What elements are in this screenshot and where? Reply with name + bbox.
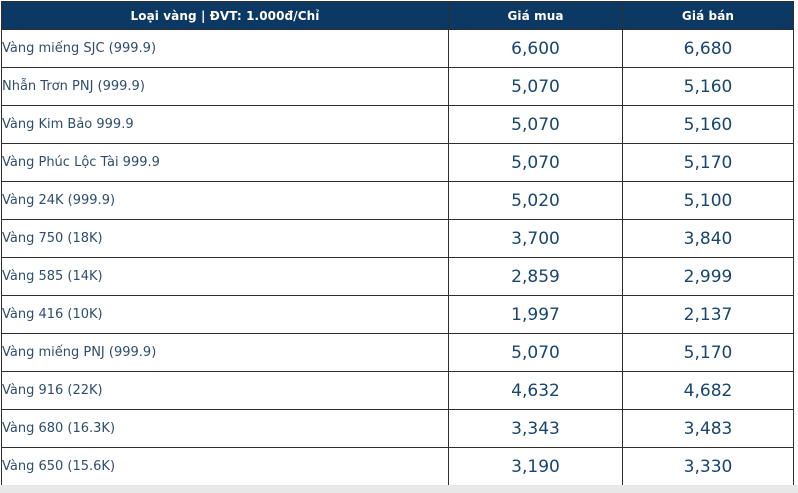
sell-price-value: 5,160 <box>622 105 794 144</box>
gold-type-label: Vàng Phúc Lộc Tài 999.9 <box>1 143 449 182</box>
sell-price-value: 5,160 <box>622 67 794 106</box>
sell-price-value: 3,840 <box>622 219 794 258</box>
table-row: Nhẫn Trơn PNJ (999.9) 5,070 5,160 <box>1 67 794 106</box>
table-row: Vàng 916 (22K) 4,632 4,682 <box>1 371 794 410</box>
table-row: Vàng miếng SJC (999.9) 6,600 6,680 <box>1 29 794 68</box>
gold-type-label: Vàng 24K (999.9) <box>1 181 449 220</box>
sell-price-value: 5,170 <box>622 333 794 372</box>
gold-type-label: Vàng Kim Bảo 999.9 <box>1 105 449 144</box>
column-header-gold-type: Loại vàng | ĐVT: 1.000đ/Chỉ <box>1 1 449 30</box>
sell-price-value: 5,170 <box>622 143 794 182</box>
table-row: Vàng Phúc Lộc Tài 999.9 5,070 5,170 <box>1 143 794 182</box>
table-row: Vàng Kim Bảo 999.9 5,070 5,160 <box>1 105 794 144</box>
gold-type-label: Vàng 585 (14K) <box>1 257 449 296</box>
sell-price-value: 2,137 <box>622 295 794 334</box>
buy-price-value: 3,190 <box>448 447 623 486</box>
gold-type-label: Nhẫn Trơn PNJ (999.9) <box>1 67 449 106</box>
column-header-sell-price: Giá bán <box>622 1 794 30</box>
gold-type-label: Vàng miếng SJC (999.9) <box>1 29 449 68</box>
sell-price-value: 2,999 <box>622 257 794 296</box>
buy-price-value: 4,632 <box>448 371 623 410</box>
sell-price-value: 3,483 <box>622 409 794 448</box>
table-row: Vàng 680 (16.3K) 3,343 3,483 <box>1 409 794 448</box>
table-header: Loại vàng | ĐVT: 1.000đ/Chỉ Giá mua Giá … <box>1 1 794 30</box>
header-row: Loại vàng | ĐVT: 1.000đ/Chỉ Giá mua Giá … <box>1 1 794 30</box>
buy-price-value: 5,070 <box>448 143 623 182</box>
buy-price-value: 5,020 <box>448 181 623 220</box>
table-row: Vàng 24K (999.9) 5,020 5,100 <box>1 181 794 220</box>
sell-price-value: 3,330 <box>622 447 794 486</box>
gold-type-label: Vàng 650 (15.6K) <box>1 447 449 486</box>
sell-price-value: 5,100 <box>622 181 794 220</box>
buy-price-value: 6,600 <box>448 29 623 68</box>
table-row: Vàng 750 (18K) 3,700 3,840 <box>1 219 794 258</box>
gold-type-label: Vàng miếng PNJ (999.9) <box>1 333 449 372</box>
buy-price-value: 2,859 <box>448 257 623 296</box>
buy-price-value: 5,070 <box>448 67 623 106</box>
table-row: Vàng 585 (14K) 2,859 2,999 <box>1 257 794 296</box>
gold-type-label: Vàng 416 (10K) <box>1 295 449 334</box>
buy-price-value: 1,997 <box>448 295 623 334</box>
column-header-buy-price: Giá mua <box>448 1 623 30</box>
table-row: Vàng 650 (15.6K) 3,190 3,330 <box>1 447 794 486</box>
sell-price-value: 4,682 <box>622 371 794 410</box>
buy-price-value: 5,070 <box>448 105 623 144</box>
buy-price-value: 3,343 <box>448 409 623 448</box>
gold-type-label: Vàng 750 (18K) <box>1 219 449 258</box>
table-body: Vàng miếng SJC (999.9) 6,600 6,680 Nhẫn … <box>1 29 794 486</box>
table-row: Vàng 416 (10K) 1,997 2,137 <box>1 295 794 334</box>
gold-type-label: Vàng 916 (22K) <box>1 371 449 410</box>
table-row: Vàng miếng PNJ (999.9) 5,070 5,170 <box>1 333 794 372</box>
buy-price-value: 3,700 <box>448 219 623 258</box>
gold-price-table: Loại vàng | ĐVT: 1.000đ/Chỉ Giá mua Giá … <box>1 1 794 486</box>
sell-price-value: 6,680 <box>622 29 794 68</box>
gold-type-label: Vàng 680 (16.3K) <box>1 409 449 448</box>
buy-price-value: 5,070 <box>448 333 623 372</box>
page-bottom-margin <box>0 485 798 493</box>
